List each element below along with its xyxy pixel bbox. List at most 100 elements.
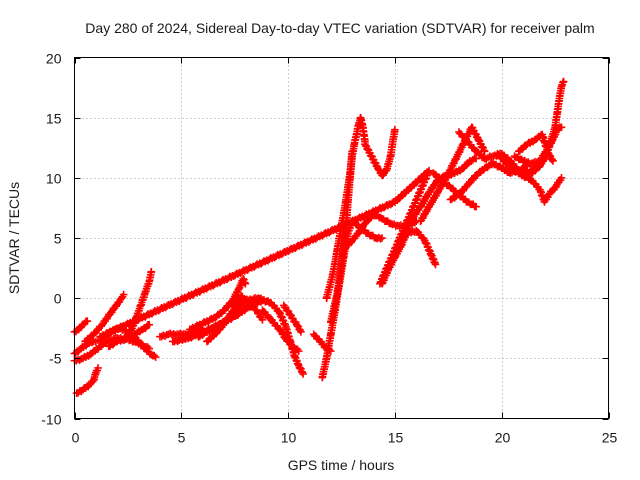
data-point <box>459 140 468 148</box>
data-point <box>463 198 472 206</box>
series-track-15 <box>259 308 302 354</box>
data-point <box>194 332 203 341</box>
y-tick-label: -5 <box>49 351 62 367</box>
data-point <box>224 313 233 322</box>
data-point <box>239 275 248 283</box>
data-point <box>527 159 536 168</box>
data-point <box>292 320 301 329</box>
data-point <box>467 123 476 132</box>
data-point <box>203 337 211 346</box>
data-point <box>258 306 267 314</box>
x-axis-label: GPS time / hours <box>288 457 395 473</box>
data-point <box>472 202 480 211</box>
data-point <box>282 335 290 343</box>
data-point <box>241 296 250 305</box>
data-point <box>472 147 480 156</box>
data-point <box>297 328 305 336</box>
data-point <box>354 121 363 129</box>
data-point <box>431 260 440 269</box>
data-point <box>459 164 468 173</box>
data-point <box>228 301 237 310</box>
data-point <box>356 113 365 122</box>
data-point <box>382 166 391 175</box>
data-point <box>87 349 96 358</box>
data-point <box>107 308 115 317</box>
data-point <box>438 176 446 185</box>
data-point <box>514 147 523 156</box>
grid-lines <box>74 57 609 419</box>
data-point <box>344 241 352 250</box>
data-point <box>536 162 544 170</box>
data-point <box>395 222 403 230</box>
data-point <box>412 226 421 235</box>
data-point <box>254 294 262 302</box>
data-point <box>207 325 216 334</box>
data-point <box>322 294 331 302</box>
data-point <box>145 277 154 286</box>
data-point <box>472 171 480 180</box>
data-point <box>173 330 181 339</box>
data-point <box>493 149 502 158</box>
data-point <box>480 154 489 163</box>
data-point <box>282 323 290 331</box>
data-point <box>145 320 154 329</box>
data-point <box>352 231 361 240</box>
data-point <box>463 137 472 146</box>
data-point <box>425 202 433 211</box>
data-point <box>168 337 177 346</box>
data-point <box>92 368 100 377</box>
data-point <box>538 130 547 139</box>
data-point <box>510 166 519 175</box>
data-point <box>416 217 425 225</box>
data-point <box>386 219 395 228</box>
data-point <box>81 337 89 346</box>
data-point <box>181 335 190 343</box>
x-tick-label: 10 <box>281 430 297 446</box>
x-tick-label: 0 <box>72 430 80 446</box>
data-point <box>89 376 98 384</box>
data-point <box>121 334 130 342</box>
data-point <box>551 183 559 192</box>
data-point <box>79 320 87 329</box>
data-point <box>557 174 566 182</box>
data-point <box>519 157 527 165</box>
data-point <box>425 166 433 175</box>
data-point <box>89 337 98 346</box>
y-tick-labels: -10 -5 0 5 10 15 20 <box>41 51 61 428</box>
data-point <box>532 135 540 144</box>
x-tick-labels: 0 5 10 15 20 25 <box>72 430 618 446</box>
data-point <box>104 342 113 351</box>
data-point <box>536 186 544 194</box>
data-point <box>361 219 369 228</box>
y-tick-label: 10 <box>46 171 62 187</box>
x-tick-label: 15 <box>388 430 404 446</box>
data-point <box>215 325 224 334</box>
data-point <box>241 279 250 288</box>
data-point <box>275 325 284 334</box>
data-point <box>346 169 354 177</box>
data-point <box>119 290 128 299</box>
data-point <box>329 270 337 278</box>
data-point <box>294 347 303 355</box>
data-point <box>98 320 107 329</box>
data-point <box>104 336 113 345</box>
data-point <box>79 385 87 394</box>
data-point <box>480 147 489 156</box>
data-point <box>553 109 562 117</box>
data-point <box>96 342 104 351</box>
data-point <box>391 125 399 134</box>
data-point <box>156 332 164 341</box>
data-point <box>290 352 299 360</box>
data-point <box>316 337 324 346</box>
data-point <box>455 128 463 136</box>
data-point <box>378 214 386 223</box>
data-point <box>446 195 455 204</box>
data-point <box>544 149 553 158</box>
data-point <box>286 311 295 319</box>
data-point <box>367 152 376 160</box>
data-point <box>391 198 399 206</box>
data-point <box>318 373 327 382</box>
data-point <box>427 251 436 259</box>
y-tick-label: 20 <box>46 51 62 67</box>
data-point <box>547 137 555 146</box>
